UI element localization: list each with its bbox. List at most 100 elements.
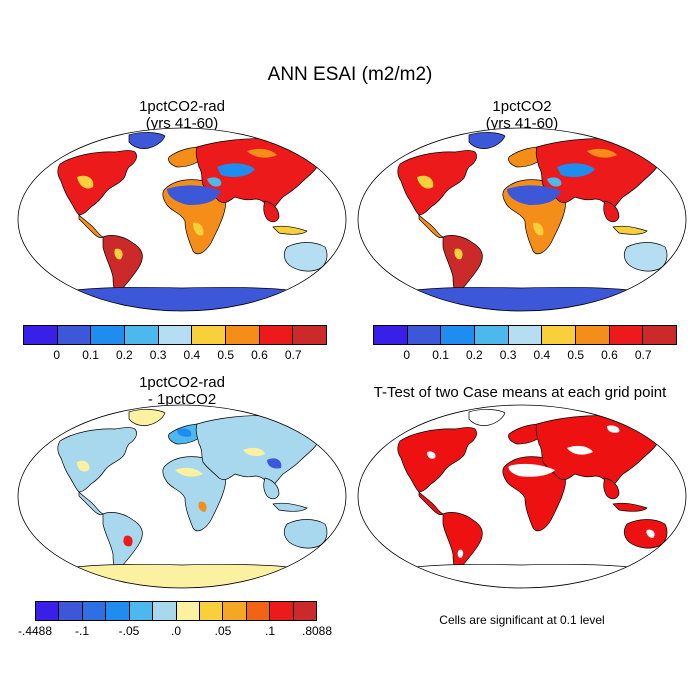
panel-3-title: 1pctCO2-rad - 1pctCO2 bbox=[17, 374, 347, 408]
map-value-patch bbox=[567, 445, 593, 455]
map-value-patch bbox=[547, 177, 562, 187]
colorbar-main-right-tick-label: 0 bbox=[403, 348, 411, 362]
map-value-patch bbox=[507, 185, 561, 205]
colorbar-diff-swatch-5 bbox=[153, 602, 177, 620]
colorbar-main-left-tick-label: 0.4 bbox=[183, 348, 201, 362]
map-value-patch bbox=[454, 248, 463, 260]
map-value-patch bbox=[207, 177, 222, 187]
landmass-southAmerica bbox=[102, 235, 143, 295]
colorbar-diff-swatch-9 bbox=[246, 602, 271, 620]
colorbar-diff-swatch-8 bbox=[223, 602, 247, 620]
colorbar-diff-swatch-3 bbox=[106, 602, 130, 620]
colorbar-main-left-tick-label: 0.7 bbox=[284, 348, 302, 362]
landmass-australia bbox=[623, 242, 668, 272]
colorbar-main-right-swatch-7 bbox=[609, 326, 644, 344]
figure-title: ANN ESAI (m2/m2) bbox=[267, 64, 433, 85]
landmass-northAmerica bbox=[57, 427, 137, 493]
landmass-greenland bbox=[128, 132, 166, 149]
colorbar-main-right-swatch-8 bbox=[643, 326, 677, 344]
map-value-patch bbox=[77, 460, 90, 472]
landmass-southAmerica bbox=[102, 512, 143, 572]
colorbar-main-left-tick-label: 0.5 bbox=[217, 348, 234, 362]
landmass-australia bbox=[623, 519, 668, 549]
colorbar-diff-swatch-1 bbox=[59, 602, 83, 620]
map-value-patch bbox=[217, 163, 255, 177]
map-panel-difference bbox=[17, 404, 347, 589]
map-value-patch bbox=[193, 222, 204, 236]
colorbar-main-right-swatch-2 bbox=[441, 326, 476, 344]
panel-3-title-line2: - 1pctCO2 bbox=[147, 391, 217, 408]
colorbar-main-right-swatch-1 bbox=[407, 326, 442, 344]
landmass-australia bbox=[283, 519, 328, 549]
map-value-patch bbox=[247, 148, 277, 158]
landmass-australia bbox=[283, 242, 328, 272]
colorbar-main-right-tick-label: 0.4 bbox=[533, 348, 551, 362]
colorbar-main-right-tick-label: 0.7 bbox=[634, 348, 652, 362]
ttest-significance-note: Cells are significant at 0.1 level bbox=[439, 613, 605, 627]
colorbar-diff-tick-label: .8088 bbox=[301, 624, 333, 638]
colorbar-main-left-tick-label: 0.3 bbox=[149, 348, 167, 362]
colorbar-diff-tick-label: -.05 bbox=[118, 624, 140, 638]
panel-2-title: 1pctCO2 (yrs 41-60) bbox=[357, 98, 687, 132]
map-panel-1pctco2-rad bbox=[17, 127, 347, 312]
map-value-patch bbox=[587, 148, 617, 158]
map-value-patch bbox=[175, 467, 203, 477]
landmass-indochina bbox=[263, 477, 280, 500]
panel-1-title: 1pctCO2-rad (yrs 41-60) bbox=[17, 98, 347, 132]
panel-1-title-line2: (yrs 41-60) bbox=[145, 115, 219, 132]
colorbar-main-left-tick-label: 0.1 bbox=[82, 348, 99, 362]
landmass-northAmerica bbox=[397, 427, 477, 493]
map-value-patch bbox=[177, 428, 192, 437]
colorbar-main-right: 0 0.1 0.2 0.3 0.4 0.5 0.6 0.7 bbox=[373, 325, 677, 365]
panel-1-title-line1: 1pctCO2-rad bbox=[139, 98, 225, 115]
landmass-greenland bbox=[468, 409, 506, 426]
colorbar-diff-swatch-7 bbox=[199, 602, 224, 620]
colorbar-main-left-swatch-8 bbox=[293, 326, 327, 344]
colorbar-diff-swatch-0 bbox=[36, 602, 60, 620]
colorbar-diff-tick-label: .0 bbox=[170, 624, 182, 638]
map-panel-1pctco2 bbox=[357, 127, 687, 312]
colorbar-main-left-swatch-6 bbox=[226, 326, 260, 344]
colorbar-main-right-swatch-4 bbox=[508, 326, 543, 344]
colorbar-main-left-swatch-0 bbox=[24, 326, 58, 344]
colorbar-main-right-tick-label: 0.5 bbox=[567, 348, 584, 362]
colorbar-main-right-tick-label: 0.6 bbox=[601, 348, 618, 362]
colorbar-diff: -.4488 -.1 -.05 .0 .05 .1 .8088 bbox=[18, 601, 332, 641]
map-value-patch bbox=[123, 535, 133, 547]
landmass-indochina bbox=[603, 200, 620, 223]
colorbar-diff-swatch-11 bbox=[293, 602, 317, 620]
colorbar-diff-swatch-4 bbox=[129, 602, 154, 620]
landmass-southAmerica bbox=[442, 235, 483, 295]
colorbar-diff-tick-label: .05 bbox=[214, 624, 232, 638]
colorbar-diff-boxes bbox=[35, 601, 317, 621]
panel-3-title-line1: 1pctCO2-rad bbox=[139, 374, 225, 391]
colorbar-main-right-swatch-6 bbox=[576, 326, 610, 344]
colorbar-main-right-tick-label: 0.1 bbox=[432, 348, 449, 362]
landmass-indonesia bbox=[612, 502, 648, 512]
map-border bbox=[17, 127, 347, 312]
colorbar-main-right-swatch-3 bbox=[475, 326, 509, 344]
landmass-northAmerica bbox=[57, 150, 137, 216]
colorbar-main-left-swatch-3 bbox=[125, 326, 159, 344]
colorbar-main-left-boxes bbox=[23, 325, 327, 345]
colorbar-main-left-tick-label: 0.2 bbox=[115, 348, 133, 362]
landmass-indonesia bbox=[272, 502, 308, 512]
panel-4-title-line1: T-Test of two Case means at each grid po… bbox=[373, 384, 667, 401]
map-value-patch bbox=[607, 425, 620, 433]
map-value-patch bbox=[646, 529, 655, 538]
colorbar-main-left-swatch-2 bbox=[91, 326, 126, 344]
map-border bbox=[17, 404, 347, 589]
landmass-indochina bbox=[603, 477, 620, 500]
colorbar-main-left-tick-label: 0 bbox=[53, 348, 61, 362]
colorbar-main-right-tick-label: 0.2 bbox=[465, 348, 483, 362]
map-value-patch bbox=[457, 549, 464, 558]
colorbar-diff-tick-label: -.1 bbox=[74, 624, 90, 638]
landmass-greenland bbox=[468, 132, 506, 149]
colorbar-main-left-tick-label: 0.6 bbox=[251, 348, 268, 362]
colorbar-main-right-boxes bbox=[373, 325, 677, 345]
map-value-patch bbox=[508, 463, 555, 477]
map-value-patch bbox=[427, 451, 436, 459]
colorbar-diff-swatch-6 bbox=[176, 602, 200, 620]
panel-2-title-line2: (yrs 41-60) bbox=[485, 115, 559, 132]
map-panel-ttest bbox=[357, 404, 687, 589]
